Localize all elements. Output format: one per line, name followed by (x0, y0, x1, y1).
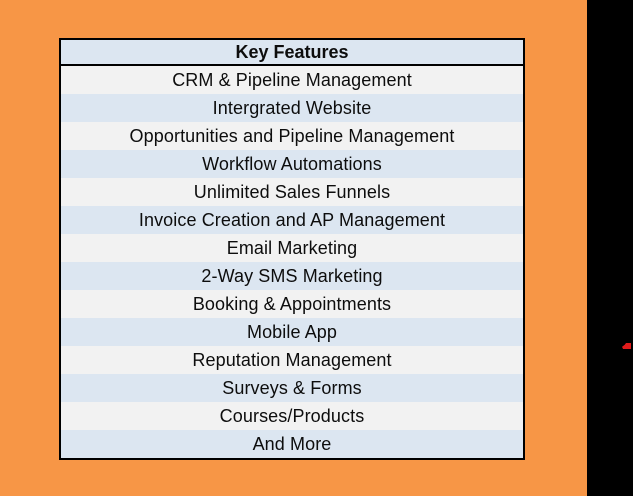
table-row: CRM & Pipeline Management (61, 66, 523, 94)
table-row: Workflow Automations (61, 150, 523, 178)
table-row: Reputation Management (61, 346, 523, 374)
table-row: Surveys & Forms (61, 374, 523, 402)
table-row: Invoice Creation and AP Management (61, 206, 523, 234)
table-row: 2-Way SMS Marketing (61, 262, 523, 290)
table-row: Email Marketing (61, 234, 523, 262)
table-row: Courses/Products (61, 402, 523, 430)
right-black-strip (587, 0, 633, 496)
red-pointer-mark (622, 343, 631, 349)
table-row: Unlimited Sales Funnels (61, 178, 523, 206)
table-row: And More (61, 430, 523, 458)
key-features-table: Key Features CRM & Pipeline Management In… (59, 38, 525, 460)
table-body: CRM & Pipeline Management Intergrated Web… (61, 66, 523, 458)
table-header: Key Features (61, 40, 523, 66)
table-row: Intergrated Website (61, 94, 523, 122)
table-row: Booking & Appointments (61, 290, 523, 318)
table-row: Mobile App (61, 318, 523, 346)
table-row: Opportunities and Pipeline Management (61, 122, 523, 150)
